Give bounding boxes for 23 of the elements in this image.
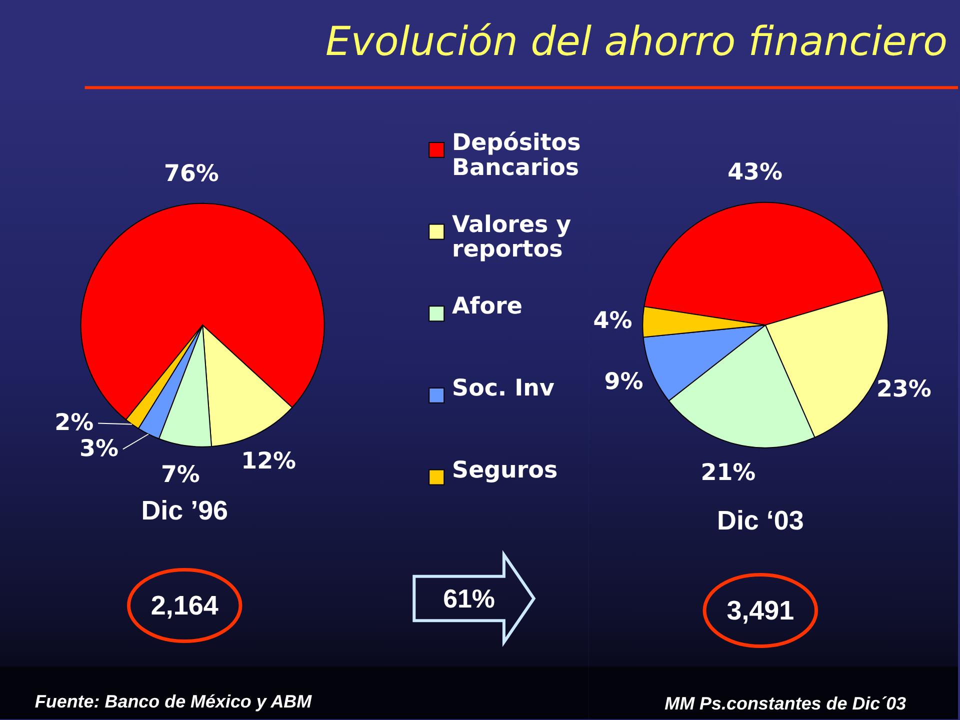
data-label: 7% [160, 462, 200, 488]
source-note: Fuente: Banco de México y ABM [34, 691, 313, 712]
data-label: 9% [604, 369, 644, 396]
text: Dic ’96 [141, 496, 228, 526]
text: MM Ps.constantes de Dic´03 [664, 693, 906, 714]
data-label: 2% [54, 410, 94, 436]
text: Dic ‘03 [716, 506, 804, 536]
text: 3,491 [726, 595, 794, 626]
legend-label: Soc. Inv [452, 375, 554, 402]
data-label: 3% [80, 436, 118, 462]
chart-title: Evolución del ahorro financiero [326, 19, 948, 66]
text: 61% [443, 585, 495, 614]
data-label: 76% [164, 160, 219, 187]
legend-label: Valores y reportos [452, 212, 572, 263]
data-label: 12% [241, 448, 296, 475]
data-label: 43% [728, 160, 782, 186]
data-label: 4% [593, 308, 632, 334]
legend-label: Depósitos Bancarios [452, 130, 581, 181]
data-label: 21% [700, 460, 756, 486]
legend-label: Afore [452, 294, 522, 320]
text: 2,164 [150, 590, 218, 620]
data-label: 23% [876, 376, 932, 402]
legend-label: Seguros [452, 457, 558, 484]
